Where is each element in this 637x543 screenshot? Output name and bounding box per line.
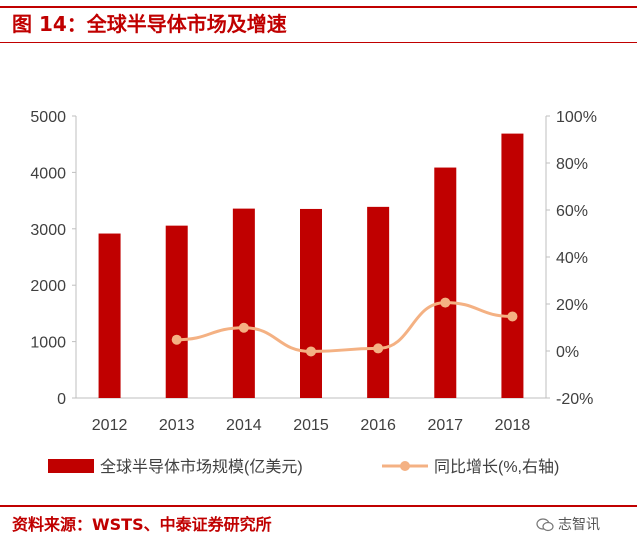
legend-bar-label: 全球半导体市场规模(亿美元): [100, 458, 303, 476]
right-tick-label: 60%: [556, 203, 588, 220]
watermark-text: 志智讯: [558, 517, 600, 533]
x-tick-label: 2015: [293, 417, 329, 434]
bar-2012: [98, 233, 121, 398]
right-tick-label: 80%: [556, 156, 588, 173]
footer-rule: [0, 505, 637, 507]
right-tick-label: -20%: [556, 391, 593, 408]
x-tick-label: 2012: [92, 417, 128, 434]
left-tick-label: 5000: [30, 109, 66, 126]
x-tick-label: 2016: [360, 417, 396, 434]
left-tick-label: 0: [57, 391, 66, 408]
bar-2015: [300, 208, 322, 398]
right-tick-label: 40%: [556, 250, 588, 267]
right-tick-label: 100%: [556, 109, 597, 126]
left-tick-label: 2000: [30, 278, 66, 295]
growth-point-2013: [171, 334, 182, 345]
bar-2018: [501, 133, 524, 398]
legend-line-marker: [400, 461, 410, 471]
bar-2017: [434, 167, 457, 398]
bar-2013: [165, 225, 188, 398]
left-tick-label: 3000: [30, 222, 66, 239]
growth-point-2015: [306, 346, 316, 357]
growth-line: [176, 301, 513, 353]
figure-title: 图 14：全球半导体市场及增速: [12, 12, 287, 36]
header-top-rule: [0, 6, 637, 8]
legend-line-label: 同比增长(%,右轴): [434, 458, 559, 476]
growth-point-2018: [507, 311, 518, 322]
right-tick-label: 0%: [556, 344, 579, 361]
x-tick-label: 2018: [495, 417, 531, 434]
source-note: 资料来源：WSTS、中泰证券研究所: [12, 515, 272, 534]
growth-point-2014: [238, 322, 249, 333]
bar-2016: [367, 206, 390, 398]
chart-svg: 0 1000 2000 3000 4000 5000 -20% 0% 20% 40% 60% 80% 1…: [30, 109, 597, 476]
growth-point-2017: [440, 297, 451, 308]
x-tick-label: 2014: [226, 417, 262, 434]
header-bottom-rule: [0, 42, 637, 43]
x-tick-label: 2013: [159, 417, 195, 434]
growth-point-2016: [373, 343, 384, 354]
watermark: 志智讯: [536, 512, 600, 538]
left-tick-label: 1000: [30, 335, 66, 352]
right-tick-label: 20%: [556, 297, 588, 314]
legend-bar-swatch: [48, 459, 94, 473]
left-tick-label: 4000: [30, 165, 66, 182]
bar-2014: [232, 208, 255, 398]
x-tick-label: 2017: [427, 417, 463, 434]
wechat-icon: [536, 518, 554, 532]
